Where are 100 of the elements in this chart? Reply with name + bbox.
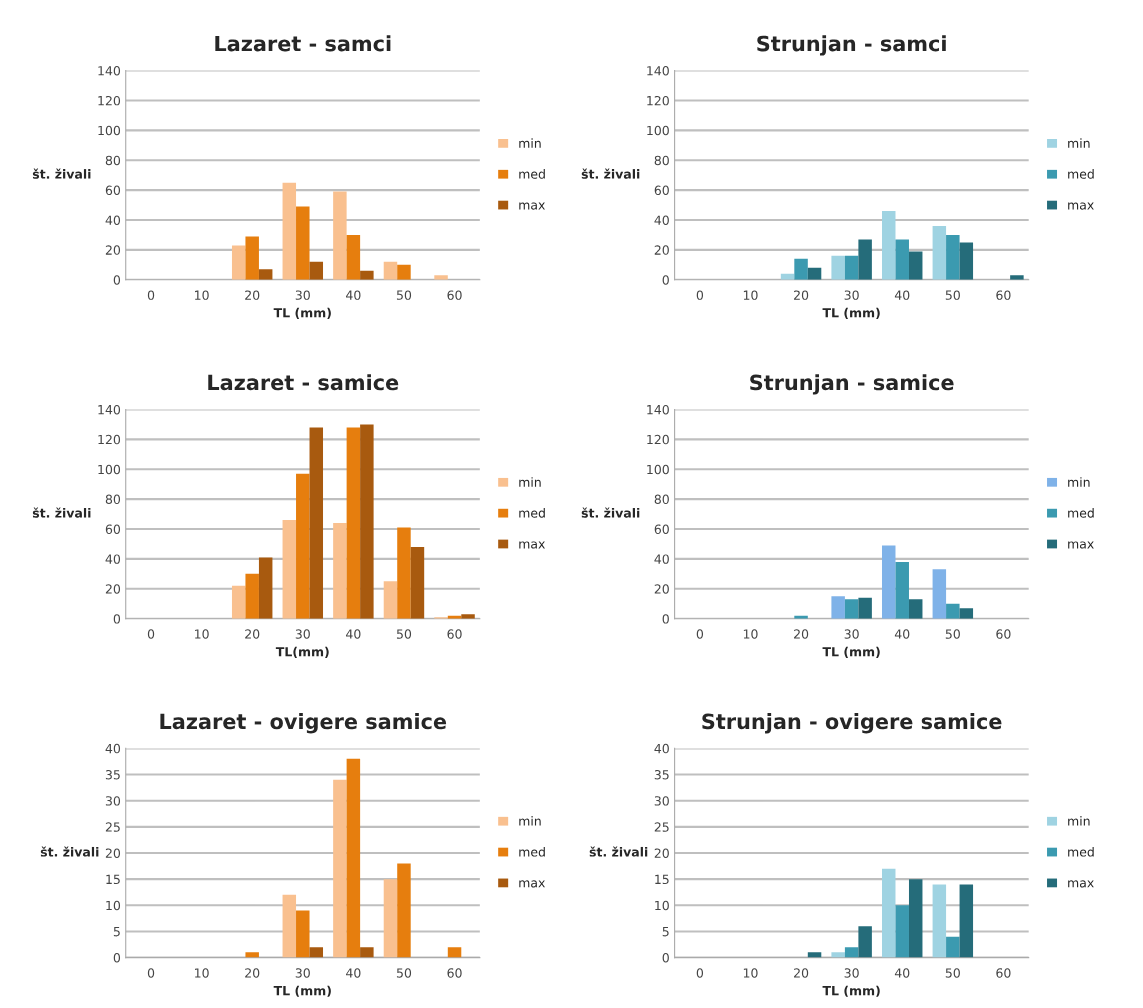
bar bbox=[231, 245, 246, 280]
y-tick-label: 35 bbox=[105, 770, 120, 780]
x-axis-title: TL(mm) bbox=[275, 646, 329, 658]
legend-label: min bbox=[519, 477, 541, 487]
y-tick-label: 80 bbox=[654, 494, 669, 505]
x-tick-label: 10 bbox=[195, 629, 209, 639]
bar bbox=[932, 884, 947, 958]
bar bbox=[296, 206, 310, 280]
y-tick-label: 30 bbox=[105, 796, 121, 806]
y-tick-label: 100 bbox=[647, 464, 669, 475]
bar bbox=[282, 520, 297, 619]
x-tick-label: 60 bbox=[447, 968, 462, 978]
y-tick-label: 40 bbox=[654, 554, 669, 564]
y-tick-label: 120 bbox=[647, 95, 669, 106]
x-tick-label: 0 bbox=[696, 290, 704, 300]
bar bbox=[447, 947, 462, 958]
x-tick-label: 40 bbox=[894, 629, 910, 639]
y-tick-label: 40 bbox=[105, 743, 121, 754]
y-tick-label: 40 bbox=[105, 215, 121, 225]
y-tick-label: 5 bbox=[662, 927, 669, 937]
legend-label: med bbox=[1068, 846, 1094, 857]
x-tick-label: 0 bbox=[147, 968, 155, 978]
bar bbox=[794, 258, 808, 280]
bar bbox=[397, 264, 411, 280]
legend-label: med bbox=[1068, 508, 1094, 518]
bar bbox=[908, 599, 923, 619]
bar bbox=[946, 936, 960, 958]
bar bbox=[309, 427, 324, 619]
y-axis-title: št. živali bbox=[32, 168, 91, 179]
x-tick-label: 40 bbox=[346, 290, 361, 300]
legend-label: med bbox=[1068, 169, 1094, 179]
x-tick-label: 10 bbox=[743, 629, 758, 639]
x-tick-label: 20 bbox=[245, 968, 260, 978]
bar bbox=[245, 573, 259, 619]
bar bbox=[844, 599, 859, 619]
x-axis-title: TL (mm) bbox=[822, 646, 880, 658]
bar bbox=[383, 879, 398, 958]
bar bbox=[882, 211, 896, 280]
y-axis-title: št. živali bbox=[40, 846, 99, 857]
bar bbox=[895, 905, 909, 958]
legend-label: max bbox=[519, 541, 545, 549]
bar bbox=[1010, 275, 1024, 280]
legend-label: max bbox=[519, 880, 545, 888]
chart-title: Strunjan - samice bbox=[750, 374, 954, 395]
bar bbox=[296, 473, 310, 619]
legend-label: min bbox=[1068, 138, 1090, 148]
bar bbox=[831, 255, 845, 280]
legend-label: min bbox=[1068, 816, 1090, 826]
x-tick-label: 60 bbox=[996, 968, 1011, 978]
y-tick-label: 40 bbox=[654, 215, 669, 225]
y-tick-label: 5 bbox=[113, 927, 120, 937]
bar bbox=[360, 424, 374, 619]
bar bbox=[383, 261, 398, 280]
y-tick-label: 0 bbox=[662, 953, 669, 963]
x-tick-label: 20 bbox=[245, 629, 260, 639]
bar bbox=[282, 182, 297, 280]
x-tick-label: 10 bbox=[743, 290, 758, 300]
y-tick-label: 100 bbox=[647, 125, 669, 136]
bar bbox=[858, 239, 872, 280]
x-tick-label: 0 bbox=[147, 629, 155, 639]
bar bbox=[360, 270, 374, 280]
bar bbox=[858, 597, 872, 619]
x-tick-label: 50 bbox=[396, 968, 412, 978]
bar bbox=[807, 952, 822, 958]
x-tick-label: 20 bbox=[794, 968, 809, 978]
bar bbox=[245, 952, 259, 958]
y-axis-title: št. živali bbox=[581, 168, 640, 179]
y-tick-label: 20 bbox=[105, 848, 121, 858]
bar bbox=[959, 884, 974, 958]
y-tick-label: 80 bbox=[105, 494, 121, 505]
y-tick-label: 0 bbox=[113, 614, 121, 624]
y-tick-label: 0 bbox=[113, 953, 121, 963]
bar bbox=[397, 863, 411, 958]
bar bbox=[895, 561, 909, 619]
x-tick-label: 50 bbox=[396, 629, 412, 639]
y-tick-label: 20 bbox=[105, 584, 121, 594]
bar bbox=[245, 236, 259, 280]
legend-label: min bbox=[519, 816, 541, 826]
bar bbox=[434, 275, 448, 280]
x-tick-label: 10 bbox=[195, 968, 209, 978]
chart-title: Strunjan - samci bbox=[757, 35, 946, 56]
y-tick-label: 100 bbox=[98, 125, 121, 136]
y-tick-label: 60 bbox=[105, 524, 121, 534]
y-tick-label: 140 bbox=[98, 404, 121, 415]
x-tick-label: 0 bbox=[696, 629, 704, 639]
bar bbox=[296, 910, 310, 958]
chart-title: Lazaret - samci bbox=[215, 35, 391, 52]
legend-label: med bbox=[519, 846, 545, 857]
y-tick-label: 20 bbox=[654, 848, 669, 858]
x-tick-label: 10 bbox=[195, 290, 209, 300]
chart-title: Lazaret - samice bbox=[208, 374, 399, 391]
x-tick-label: 50 bbox=[945, 290, 960, 300]
y-tick-label: 40 bbox=[105, 554, 121, 564]
bar bbox=[410, 546, 425, 619]
chart-title: Strunjan - ovigere samice bbox=[702, 713, 1002, 734]
x-tick-label: 50 bbox=[945, 968, 960, 978]
legend-label: min bbox=[519, 138, 541, 148]
y-tick-label: 140 bbox=[647, 404, 669, 415]
legend-label: min bbox=[1068, 477, 1090, 487]
x-tick-label: 30 bbox=[844, 290, 859, 300]
